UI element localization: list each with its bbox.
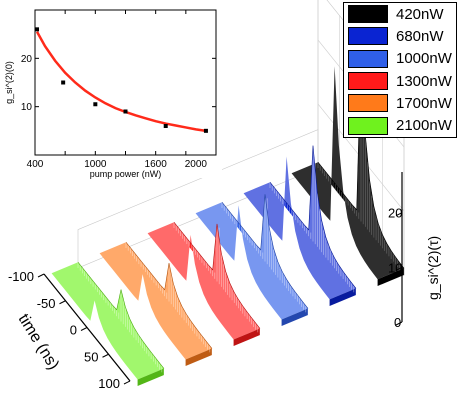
time-tick-label: 100 bbox=[98, 376, 120, 391]
legend-swatch bbox=[348, 27, 388, 46]
series-edge bbox=[125, 242, 213, 349]
legend-label: 420nW bbox=[396, 5, 444, 23]
z-tick bbox=[395, 321, 403, 326]
series-top bbox=[99, 242, 212, 360]
time-tick bbox=[37, 273, 45, 278]
series-1300nW bbox=[147, 222, 261, 346]
legend-label: 1300nW bbox=[396, 72, 452, 90]
series-edge bbox=[173, 222, 261, 329]
z-tick-label: 20 bbox=[388, 206, 402, 221]
z-axis-label: g_si^(2)(τ) bbox=[425, 236, 441, 300]
inset-data-point bbox=[163, 124, 168, 128]
time-tick bbox=[102, 353, 109, 358]
inset-y-tick-label: 10 bbox=[21, 102, 33, 113]
legend-item: 2100nW bbox=[344, 114, 456, 136]
legend-item: 1700nW bbox=[344, 92, 456, 114]
inset-y-tick-label: 20 bbox=[21, 54, 33, 65]
inset-data-point bbox=[123, 109, 128, 114]
z-tick bbox=[395, 266, 403, 271]
inset-background bbox=[0, 0, 222, 178]
series-top bbox=[51, 262, 164, 380]
legend-item: 680nW bbox=[344, 25, 456, 47]
inset-plot: 400 1000 1600 2000 10 20 pump power (nW) g_si^(… bbox=[0, 0, 222, 179]
legend-swatch bbox=[348, 116, 388, 135]
series-edge bbox=[221, 194, 309, 309]
inset-data-point bbox=[35, 27, 40, 32]
series-1700nW bbox=[99, 242, 213, 366]
legend-swatch bbox=[348, 94, 388, 113]
series-edge bbox=[269, 145, 357, 289]
time-tick-label: -50 bbox=[37, 296, 56, 311]
z-tick-label: 0 bbox=[394, 315, 401, 330]
inset-x-tick-label: 1600 bbox=[145, 159, 168, 170]
legend-label: 680nW bbox=[396, 27, 444, 45]
legend-swatch bbox=[348, 72, 388, 91]
series-cap bbox=[137, 368, 164, 386]
time-tick bbox=[123, 380, 131, 385]
series-top bbox=[147, 222, 260, 340]
z-tick-label: 10 bbox=[388, 260, 402, 275]
series-cap bbox=[233, 328, 260, 346]
legend-swatch bbox=[348, 49, 388, 68]
legend-label: 1700nW bbox=[396, 94, 452, 112]
time-tick-label: 0 bbox=[70, 323, 77, 338]
time-tick bbox=[80, 327, 88, 331]
time-axis-label: time (ns) bbox=[15, 311, 62, 373]
series-680nW bbox=[243, 145, 357, 306]
inset-fit-line bbox=[35, 31, 207, 133]
legend-label: 1000nW bbox=[396, 50, 452, 68]
waterfall-plot bbox=[51, 0, 405, 386]
inset-y-axis-label: g_si^(2)(0) bbox=[4, 61, 14, 104]
series-1000nW bbox=[195, 194, 309, 326]
inset-data-point bbox=[93, 102, 98, 107]
inset-x-tick-label: 1000 bbox=[84, 159, 107, 170]
time-tick bbox=[59, 300, 66, 305]
series-edge bbox=[77, 262, 165, 369]
legend-label: 2100nW bbox=[396, 117, 452, 135]
series-cap bbox=[377, 268, 404, 286]
legend: 420nW 680nW 1000nW 1300nW 1700nW 2100nW bbox=[343, 2, 457, 138]
series-top bbox=[195, 194, 308, 320]
series-cap bbox=[329, 288, 356, 306]
inset-x-axis-label: pump power (nW) bbox=[90, 169, 162, 179]
series-cap bbox=[185, 348, 212, 366]
inset-data-point bbox=[61, 80, 66, 85]
z-axis: 0 10 20 g_si^(2)(τ) bbox=[388, 172, 441, 330]
legend-swatch bbox=[348, 5, 388, 24]
time-tick-label: -100 bbox=[8, 269, 34, 284]
time-tick-label: 50 bbox=[84, 349, 98, 364]
inset-x-tick-label: 400 bbox=[27, 159, 44, 170]
series-top bbox=[243, 145, 356, 300]
legend-item: 420nW bbox=[344, 3, 456, 25]
series-2100nW bbox=[51, 262, 165, 386]
inset-data-point bbox=[203, 128, 208, 133]
z-tick bbox=[395, 212, 403, 217]
legend-item: 1300nW bbox=[344, 70, 456, 92]
inset-x-tick-label: 2000 bbox=[185, 159, 208, 170]
legend-item: 1000nW bbox=[344, 48, 456, 70]
series-cap bbox=[281, 308, 308, 326]
